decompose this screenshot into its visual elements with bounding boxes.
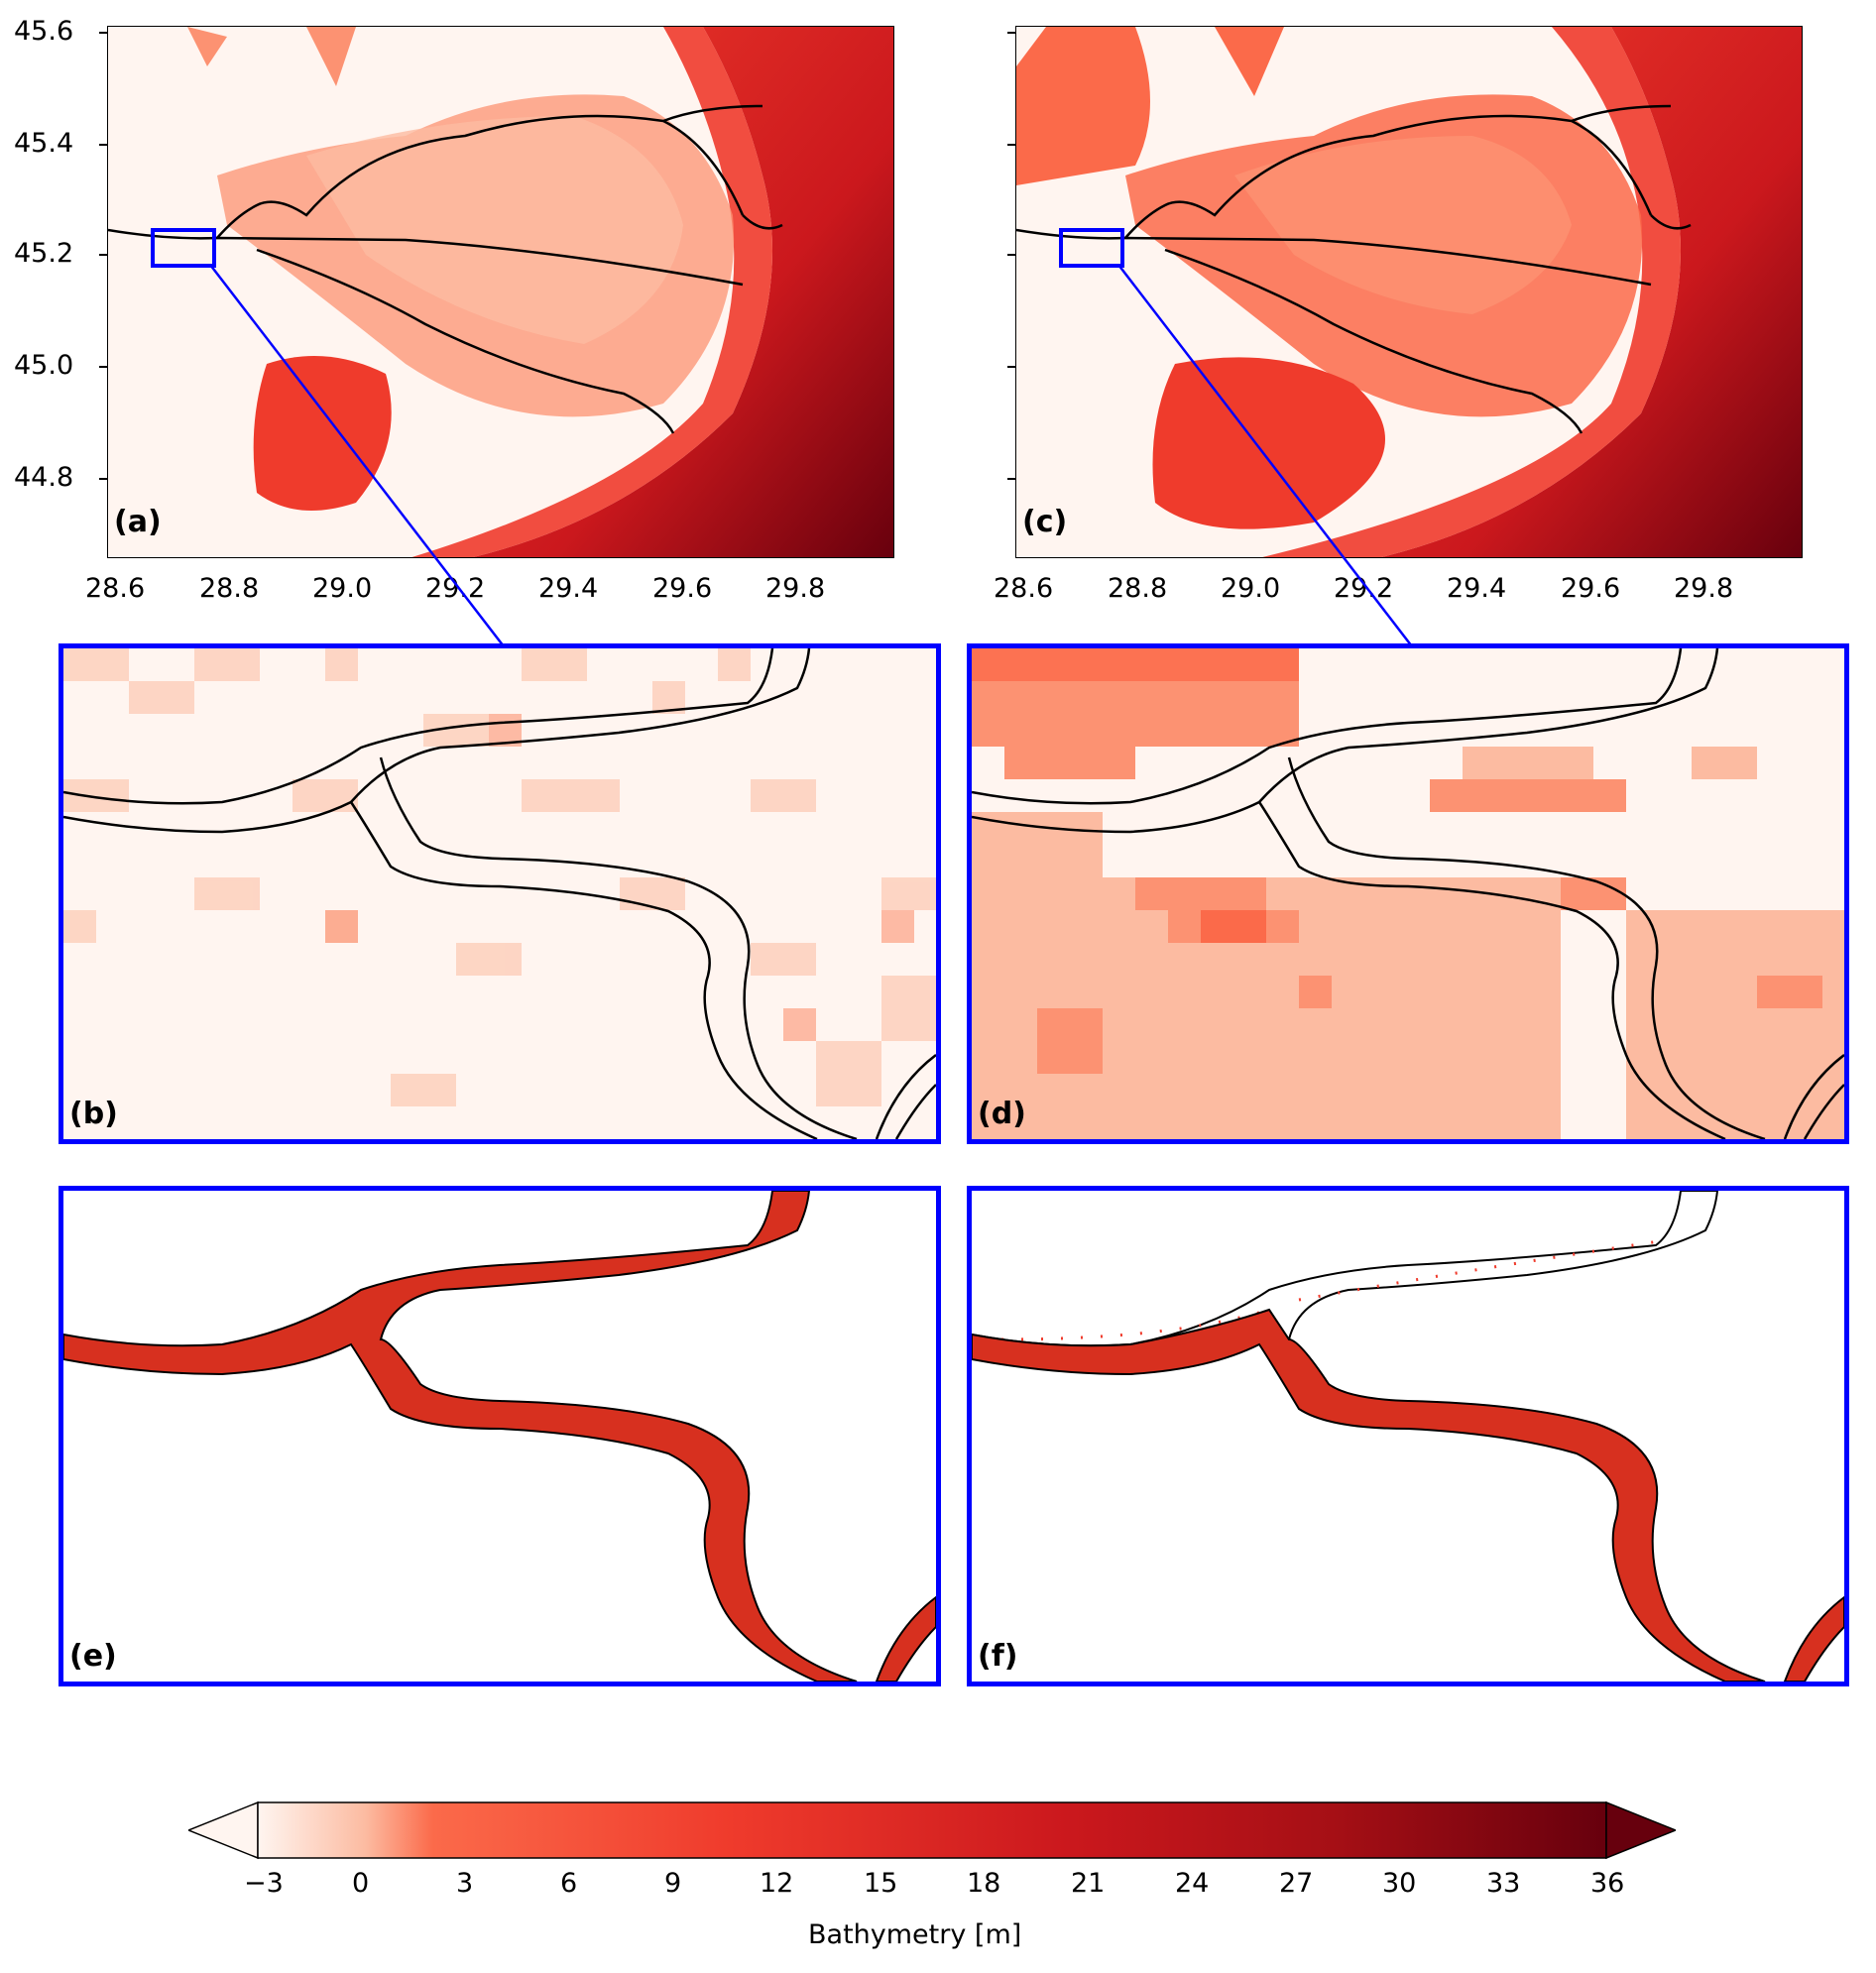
mesh-bathymetry-f — [972, 1191, 1844, 1682]
zoom-panel-b: (b) — [59, 643, 941, 1144]
x-tick-label: 28.6 — [994, 573, 1054, 604]
x-tick-label: 29.0 — [1221, 573, 1281, 604]
y-tick-mark — [1007, 366, 1015, 368]
y-tick-mark — [99, 144, 107, 146]
y-tick-mark — [1007, 254, 1015, 256]
panel-label-e: (e) — [69, 1639, 117, 1674]
colorbar-tick-label: −3 — [244, 1868, 284, 1899]
y-tick-label: 45.6 — [14, 16, 74, 47]
colorbar-tick-label: 21 — [1071, 1868, 1106, 1899]
x-tick-label: 29.4 — [1447, 573, 1507, 604]
y-tick-mark — [99, 366, 107, 368]
colorbar-tick-label: 15 — [864, 1868, 898, 1899]
colorbar-gradient — [188, 1800, 1676, 1860]
panel-label-a: (a) — [114, 505, 162, 539]
bathymetry-map-a — [108, 27, 893, 557]
map-panel-a: (a) — [107, 26, 894, 558]
colorbar — [188, 1800, 1676, 1860]
map-panel-c: (c) — [1015, 26, 1803, 558]
x-tick-label: 29.0 — [312, 573, 373, 604]
colorbar-tick-label: 27 — [1279, 1868, 1314, 1899]
colorbar-tick-label: 12 — [760, 1868, 794, 1899]
colorbar-tick-label: 9 — [664, 1868, 682, 1899]
colorbar-tick-label: 3 — [456, 1868, 474, 1899]
colorbar-tick-label: 6 — [560, 1868, 578, 1899]
y-tick-label: 45.4 — [14, 128, 74, 159]
y-tick-label: 45.2 — [14, 238, 74, 269]
pixel-bathymetry-d — [972, 648, 1844, 1139]
x-tick-label: 28.8 — [1108, 573, 1168, 604]
y-tick-mark — [1007, 478, 1015, 480]
zoom-connector-c-d — [1117, 264, 1413, 647]
panel-label-d: (d) — [978, 1097, 1026, 1131]
colorbar-tick-label: 18 — [967, 1868, 1001, 1899]
zoom-panel-f: (f) — [967, 1186, 1849, 1686]
zoom-panel-e: (e) — [59, 1186, 941, 1686]
y-tick-mark — [99, 478, 107, 480]
colorbar-label: Bathymetry [m] — [808, 1919, 1022, 1950]
bathymetry-map-c — [1016, 27, 1802, 557]
x-tick-label: 29.2 — [425, 573, 486, 604]
pixel-bathymetry-b — [63, 648, 936, 1139]
colorbar-tick-label: 36 — [1590, 1868, 1625, 1899]
y-tick-mark — [1007, 144, 1015, 146]
zoom-connectors — [209, 264, 1413, 647]
x-tick-label: 29.6 — [652, 573, 713, 604]
colorbar-extend-max — [1605, 1800, 1676, 1860]
mesh-bathymetry-e — [63, 1191, 936, 1682]
colorbar-extend-min — [188, 1800, 259, 1860]
y-tick-mark — [99, 254, 107, 256]
x-tick-label: 29.4 — [538, 573, 599, 604]
colorbar-ticks: −3 0 3 6 9 12 15 18 21 24 27 30 33 36 — [244, 1868, 1624, 1908]
y-tick-mark — [99, 32, 107, 34]
panel-label-f: (f) — [978, 1639, 1018, 1674]
colorbar-tick-label: 30 — [1382, 1868, 1417, 1899]
x-tick-label: 29.6 — [1561, 573, 1621, 604]
x-tick-label: 28.6 — [85, 573, 146, 604]
y-tick-label: 44.8 — [14, 462, 74, 493]
x-tick-label: 29.8 — [1674, 573, 1734, 604]
y-tick-mark — [1007, 32, 1015, 34]
x-tick-label: 29.2 — [1334, 573, 1394, 604]
x-tick-label: 29.8 — [765, 573, 826, 604]
panel-label-b: (b) — [69, 1097, 118, 1131]
colorbar-tick-label: 33 — [1486, 1868, 1521, 1899]
zoom-connector-a-b — [209, 264, 505, 647]
colorbar-tick-label: 24 — [1175, 1868, 1210, 1899]
y-tick-label: 45.0 — [14, 350, 74, 381]
zoom-panel-d: (d) — [967, 643, 1849, 1144]
x-tick-label: 28.8 — [199, 573, 260, 604]
colorbar-tick-label: 0 — [352, 1868, 370, 1899]
panel-label-c: (c) — [1022, 505, 1068, 539]
